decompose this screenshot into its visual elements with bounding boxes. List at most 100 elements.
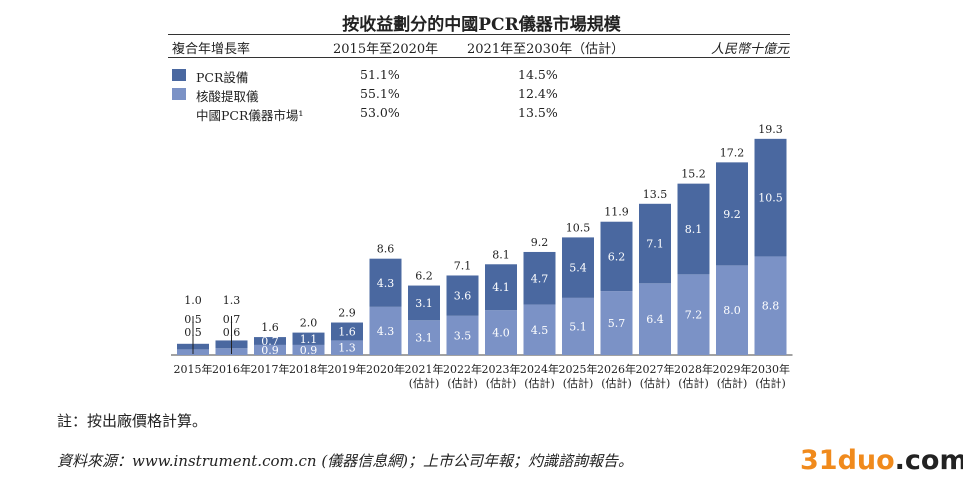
- bar-pcr: [562, 237, 594, 298]
- value-label-total: 1.3: [223, 294, 241, 307]
- bar-pcr: [331, 322, 363, 341]
- value-label-total: 2.9: [338, 307, 356, 320]
- x-tick-label: 2028年: [674, 362, 713, 376]
- legend-label-total: 中國PCR儀器市場¹: [196, 108, 304, 123]
- value-label-total: 11.9: [604, 206, 629, 219]
- value-label-pcr: 4.7: [531, 272, 549, 285]
- value-label-extractor: 4.3: [377, 325, 395, 338]
- bar-extractor: [562, 297, 594, 355]
- bar-extractor: [369, 306, 402, 355]
- value-label-extractor: 4.5: [531, 324, 549, 337]
- value-label-extractor: 5.1: [569, 320, 587, 333]
- value-label-extractor: 6.4: [646, 313, 664, 326]
- x-tick-estimate-label: (估計): [409, 376, 440, 390]
- x-tick-estimate-label: (估計): [524, 376, 555, 390]
- bar-pcr: [485, 264, 517, 311]
- chart-title: 按收益劃分的中國PCR儀器市場規模: [342, 15, 621, 35]
- value-label-extractor: 0.9: [300, 344, 318, 357]
- bar-extractor: [754, 256, 787, 355]
- x-tick-label: 2024年: [520, 362, 559, 376]
- x-tick-label: 2020年: [366, 362, 405, 376]
- bar-pcr: [523, 251, 556, 305]
- value-label-total: 15.2: [681, 168, 706, 181]
- x-tick-label: 2023年: [482, 362, 521, 376]
- value-label-total: 1.6: [261, 321, 279, 334]
- value-label-total: 1.0: [184, 294, 202, 307]
- bar-extractor: [254, 344, 286, 355]
- value-label-extractor: 4.0: [492, 327, 510, 340]
- value-label-extractor: 3.5: [454, 329, 472, 342]
- x-tick-label: 2026年: [597, 362, 636, 376]
- bar-extractor: [331, 340, 363, 355]
- x-tick-label: 2027年: [636, 362, 675, 376]
- value-label-extractor: 5.7: [608, 317, 626, 330]
- x-tick-label: 2022年: [443, 362, 482, 376]
- legend-cagr2-extractor: 12.4%: [518, 86, 558, 101]
- stacked-bar-chart: 0.50.51.02015年0.70.61.32016年0.90.71.6201…: [171, 123, 793, 390]
- value-label-pcr: 8.1: [685, 223, 703, 236]
- legend-cagr1-pcr: 51.1%: [360, 67, 400, 82]
- x-tick-label: 2017年: [251, 362, 290, 376]
- value-label-extractor: 3.1: [415, 332, 433, 345]
- bar-extractor: [523, 304, 556, 355]
- value-label-pcr: 4.1: [492, 281, 510, 294]
- period2-label: 2021年至2030年（估計）: [467, 42, 625, 57]
- watermark-logo: 31duo.com: [800, 445, 963, 476]
- value-label-total: 7.1: [454, 259, 472, 272]
- value-label-extractor: 0.5: [184, 326, 202, 339]
- source-note: 資料來源：www.instrument.com.cn (儀器信息網)；上市公司年…: [57, 452, 634, 470]
- x-tick-label: 2015年: [174, 362, 213, 376]
- header-top-rule: [168, 34, 790, 35]
- value-label-pcr: 3.1: [415, 297, 433, 310]
- legend-swatch-pcr: [172, 69, 186, 81]
- value-label-extractor: 7.2: [685, 309, 703, 322]
- value-label-total: 6.2: [415, 270, 433, 283]
- legend-label-extractor: 核酸提取儀: [196, 89, 259, 104]
- bar-extractor: [485, 310, 517, 355]
- bar-pcr: [600, 221, 633, 292]
- x-tick-estimate-label: (估計): [447, 376, 478, 390]
- bar-pcr: [716, 162, 748, 266]
- value-label-pcr: 6.2: [608, 250, 626, 263]
- value-label-total: 8.6: [377, 243, 395, 256]
- bar-pcr: [677, 183, 710, 275]
- unit-label: 人民幣十億元: [710, 42, 789, 57]
- bar-extractor: [716, 265, 748, 355]
- value-label-total: 19.3: [758, 123, 783, 136]
- bar-pcr: [639, 203, 671, 284]
- value-label-pcr: 0.5: [184, 313, 202, 326]
- bar-extractor: [600, 291, 633, 355]
- bar-pcr: [254, 337, 286, 345]
- period1-label: 2015年至2020年: [333, 42, 439, 57]
- value-label-total: 2.0: [300, 317, 318, 330]
- x-tick-estimate-label: (估計): [678, 376, 709, 390]
- value-label-extractor: 0.9: [261, 344, 279, 357]
- value-label-pcr: 1.6: [338, 325, 356, 338]
- footnote: 註：按出廠價格計算。: [57, 412, 208, 430]
- value-label-total: 9.2: [531, 236, 549, 249]
- value-label-pcr: 0.7: [223, 313, 241, 326]
- value-label-pcr: 10.5: [758, 192, 783, 205]
- value-label-extractor: 1.3: [338, 342, 356, 355]
- value-label-total: 17.2: [720, 146, 745, 159]
- x-tick-label: 2018年: [289, 362, 328, 376]
- value-label-extractor: 8.0: [723, 304, 741, 317]
- value-label-extractor: 8.8: [762, 300, 780, 313]
- bar-pcr: [292, 332, 325, 345]
- x-tick-label: 2019年: [328, 362, 367, 376]
- x-tick-label: 2029年: [713, 362, 752, 376]
- bar-pcr: [754, 138, 787, 257]
- x-tick-label: 2025年: [559, 362, 598, 376]
- watermark-suffix: .com: [894, 445, 963, 476]
- x-tick-label: 2021年: [405, 362, 444, 376]
- x-tick-estimate-label: (估計): [563, 376, 594, 390]
- value-label-total: 8.1: [492, 248, 510, 261]
- legend-cagr2-pcr: 14.5%: [518, 67, 558, 82]
- legend-cagr1-extractor: 55.1%: [360, 86, 400, 101]
- value-label-pcr: 9.2: [723, 208, 741, 221]
- legend-cagr2-total: 13.5%: [518, 105, 558, 120]
- x-tick-estimate-label: (估計): [486, 376, 517, 390]
- value-label-pcr: 0.7: [261, 335, 279, 348]
- cagr-label: 複合年增長率: [172, 42, 251, 57]
- bar-extractor: [292, 344, 325, 355]
